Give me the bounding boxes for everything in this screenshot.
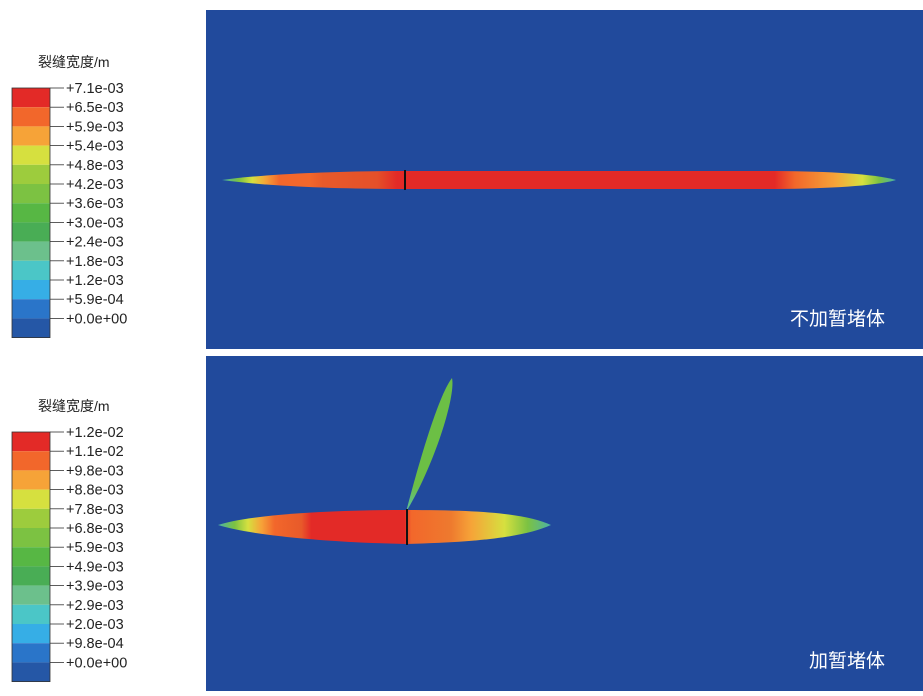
legend-colorbar: +1.2e-02 +1.1e-02 +9.8e-03 +8.8e-03 +7.8e-03… (11, 425, 127, 683)
main-fracture (218, 510, 551, 544)
legend-label: +3.0e-03 (66, 215, 124, 231)
legend-label: +5.4e-03 (66, 139, 124, 155)
legend-label: +2.4e-03 (66, 235, 124, 251)
legend-swatch (12, 88, 50, 108)
legend-frame (11, 87, 51, 339)
legend-swatch (12, 126, 50, 146)
panel-without-plugging: 不加暂堵体 (206, 10, 923, 349)
legend-swatch (12, 508, 50, 528)
legend-title: 裂缝宽度/m (38, 398, 110, 414)
legend-label: +8.8e-03 (66, 483, 124, 499)
legend-label: +6.5e-03 (66, 100, 124, 116)
legend-label: +9.8e-03 (66, 463, 124, 479)
legend-label: +4.2e-03 (66, 177, 124, 193)
legend-swatch (12, 662, 50, 682)
legend-label: +2.9e-03 (66, 598, 124, 614)
legend-swatch (12, 624, 50, 644)
legend-swatch (12, 280, 50, 300)
legend-label: +0.0e+00 (66, 655, 127, 671)
legend-swatch (12, 489, 50, 509)
legend-label: +6.8e-03 (66, 521, 124, 537)
legend-label: +1.2e-03 (66, 273, 124, 289)
legend-label: +1.8e-03 (66, 254, 124, 270)
legend-label: +3.6e-03 (66, 196, 124, 212)
legend-label: +1.1e-02 (66, 444, 124, 460)
legend-frame (11, 431, 51, 683)
legend-swatch (12, 107, 50, 127)
legend-swatch (12, 643, 50, 663)
legend-label: +0.0e+00 (66, 311, 127, 327)
legend-swatch (12, 299, 50, 319)
panel-caption: 加暂堵体 (808, 651, 885, 672)
legend-swatch (12, 145, 50, 165)
legend-swatch (12, 528, 50, 548)
main-fracture (222, 171, 896, 189)
legend-label: +5.9e-03 (66, 119, 124, 135)
legend-label: +3.9e-03 (66, 579, 124, 595)
fracture-plot-bottom (218, 378, 551, 545)
legend-swatch (12, 318, 50, 338)
legend-swatch (12, 164, 50, 184)
legend-swatch (12, 566, 50, 586)
legend-label: +7.1e-03 (66, 81, 124, 97)
legend-swatch (12, 203, 50, 223)
legend-swatch (12, 241, 50, 261)
legend-swatch (12, 604, 50, 624)
legend-title: 裂缝宽度/m (38, 54, 110, 70)
legend-label: +5.9e-03 (66, 540, 124, 556)
legend-swatch (12, 470, 50, 490)
fracture-plot-top (222, 170, 896, 190)
legend-swatch (12, 585, 50, 605)
branch-fracture (406, 378, 453, 512)
legend-swatch (12, 260, 50, 280)
panel-with-plugging: 加暂堵体 (206, 356, 923, 691)
legend-label: +7.8e-03 (66, 502, 124, 518)
legend-label: +2.0e-03 (66, 617, 124, 633)
legend-colorbar: +7.1e-03 +6.5e-03 +5.9e-03 +5.4e-03 +4.8e-03… (11, 81, 127, 339)
legend-label: +4.9e-03 (66, 559, 124, 575)
legend-swatch (12, 184, 50, 204)
legend-swatch (12, 222, 50, 242)
legend-swatch (12, 432, 50, 452)
panel-caption: 不加暂堵体 (789, 309, 885, 330)
legend-swatch (12, 547, 50, 567)
legend-label: +9.8e-04 (66, 636, 124, 652)
legend-label: +5.9e-04 (66, 292, 124, 308)
legend-label: +1.2e-02 (66, 425, 124, 441)
legend-swatch (12, 451, 50, 471)
legend-label: +4.8e-03 (66, 158, 124, 174)
legend-top: 裂缝宽度/m +7.1e-03 +6.5e-03 +5.9e-03 +5.4e-03 +… (0, 52, 200, 352)
legend-bottom: 裂缝宽度/m +1.2e-02 +1.1e-02 +9.8e-03 +8.8e-03 +… (0, 396, 200, 691)
